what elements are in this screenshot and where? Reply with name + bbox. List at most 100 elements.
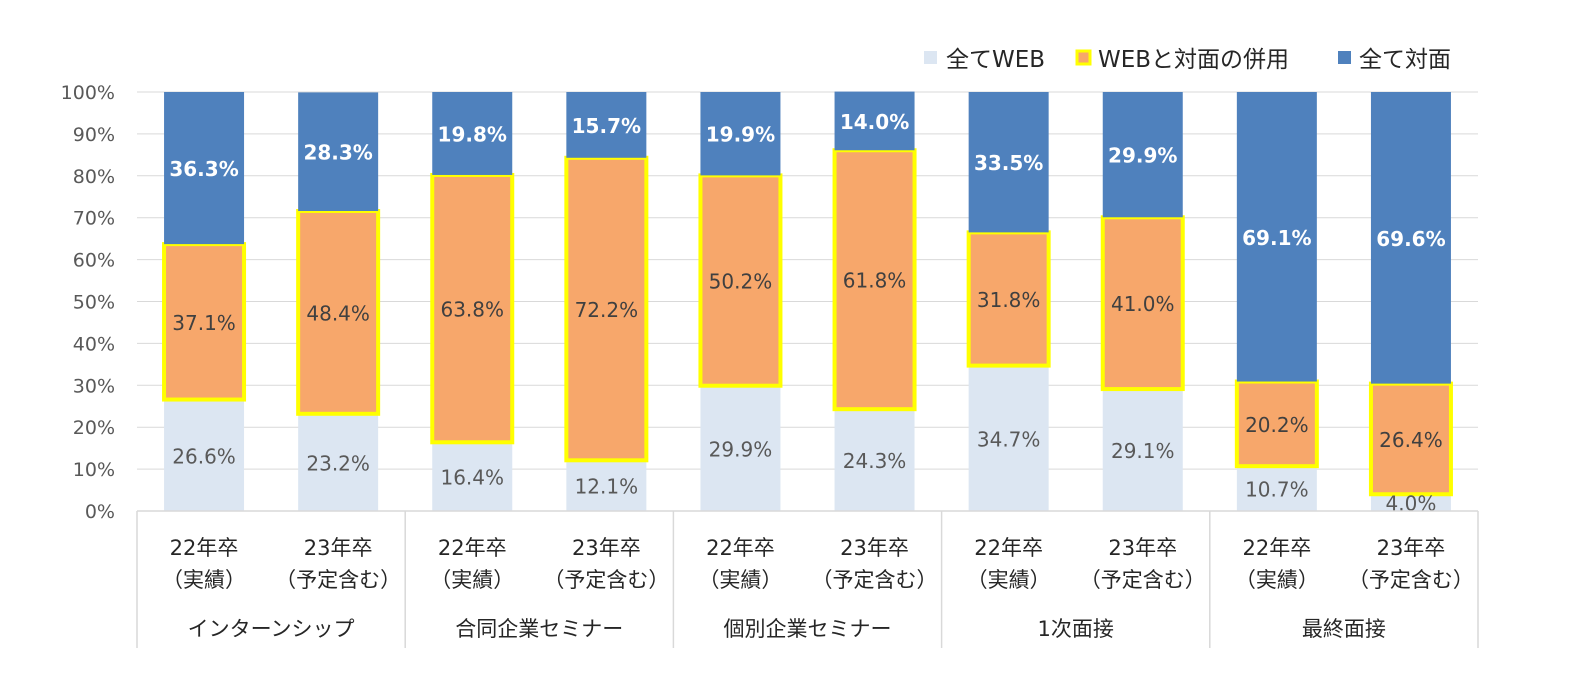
y-tick-label: 70% <box>73 208 115 230</box>
y-tick-label: 0% <box>85 501 115 523</box>
bar-segment-1 <box>1236 466 1317 511</box>
data-label: 12.1% <box>575 475 639 499</box>
data-label: 61.8% <box>843 269 907 293</box>
bar-segment-3 <box>834 91 915 151</box>
data-label: 72.2% <box>575 298 639 322</box>
bar-segment-3 <box>566 92 647 158</box>
data-label: 20.2% <box>1245 413 1309 437</box>
data-label: 29.9% <box>709 437 773 461</box>
group-label: 合同企業セミナー <box>455 617 623 641</box>
data-label: 29.1% <box>1111 439 1175 463</box>
data-label: 19.8% <box>438 122 507 146</box>
bars-layer <box>162 91 1453 511</box>
legend-label: WEBと対面の併用 <box>1098 47 1289 73</box>
y-tick-label: 100% <box>61 82 115 104</box>
y-tick-label: 50% <box>73 292 115 314</box>
x-tick-label-note: （実績） <box>162 568 246 592</box>
data-label: 69.6% <box>1376 227 1445 251</box>
axis-layer: 0% 10% 20% 30% 40% 50% 60% 70% 80% 90% 100% 22年卒 （実績… <box>61 82 1479 648</box>
data-label: 14.0% <box>840 110 909 134</box>
data-label: 23.2% <box>306 451 370 475</box>
data-label: 26.4% <box>1379 428 1443 452</box>
data-label: 24.3% <box>843 449 907 473</box>
x-tick-label-year: 22年卒 <box>438 536 507 560</box>
y-tick-label: 80% <box>73 166 115 188</box>
bar-segment-1 <box>164 399 245 511</box>
bar-segment-2 <box>1368 381 1453 497</box>
data-label: 28.3% <box>303 141 372 165</box>
legend-label: 全て対面 <box>1359 47 1451 73</box>
x-tick-label-year: 22年卒 <box>706 536 775 560</box>
bar-segment-2 <box>162 242 247 402</box>
bar-segment-3 <box>1236 92 1317 382</box>
group-label: 個別企業セミナー <box>724 617 892 641</box>
x-tick-label-year: 23年卒 <box>304 536 373 560</box>
data-label: 63.8% <box>440 298 504 322</box>
x-tick-label-note: （予定含む） <box>275 568 401 592</box>
data-label: 37.1% <box>172 311 236 335</box>
x-tick-label-note: （予定含む） <box>543 568 669 592</box>
x-tick-label-note: （実績） <box>967 568 1051 592</box>
group-label: 1次面接 <box>1038 617 1114 641</box>
y-tick-label: 60% <box>73 250 115 272</box>
bar-segment-1 <box>1370 494 1451 511</box>
data-label: 36.3% <box>169 157 238 181</box>
x-tick-label-year: 22年卒 <box>170 536 239 560</box>
x-tick-label-note: （予定含む） <box>1348 568 1474 592</box>
data-label: 15.7% <box>572 114 641 138</box>
y-tick-label: 10% <box>73 459 115 481</box>
data-label: 48.4% <box>306 301 370 325</box>
data-label: 4.0% <box>1386 492 1437 516</box>
bar-segment-2 <box>1100 215 1185 392</box>
x-tick-label-note: （予定含む） <box>1080 568 1206 592</box>
bar-segment-3 <box>298 92 379 211</box>
data-label: 19.9% <box>706 123 775 147</box>
x-tick-label-year: 22年卒 <box>974 536 1043 560</box>
x-tick-label-note: （予定含む） <box>812 568 938 592</box>
bar-segment-1 <box>298 413 379 511</box>
data-label: 31.8% <box>977 288 1041 312</box>
y-tick-label: 30% <box>73 375 115 397</box>
bar-segment-1 <box>700 385 781 511</box>
bar-segment-1 <box>968 365 1049 511</box>
bar-segment-1 <box>1102 389 1183 511</box>
data-label: 29.9% <box>1108 144 1177 168</box>
data-label: 50.2% <box>709 270 773 294</box>
data-label: 16.4% <box>440 466 504 490</box>
bar-segment-2 <box>966 230 1051 368</box>
x-tick-label-note: （実績） <box>430 568 514 592</box>
bar-segment-3 <box>700 92 781 176</box>
data-label: 10.7% <box>1245 478 1309 502</box>
bar-segment-3 <box>1102 92 1183 218</box>
legend-swatch <box>1338 51 1351 64</box>
bar-segment-3 <box>1370 92 1451 384</box>
x-tick-label-note: （実績） <box>698 568 782 592</box>
data-label: 26.6% <box>172 444 236 468</box>
group-label: 最終面接 <box>1302 617 1386 641</box>
legend-swatch <box>1075 49 1092 66</box>
bar-segment-1 <box>566 460 647 511</box>
bar-segment-2 <box>1234 379 1319 469</box>
y-tick-label: 90% <box>73 124 115 146</box>
x-tick-label-year: 23年卒 <box>572 536 641 560</box>
bar-segment-2 <box>564 155 649 463</box>
bar-segment-3 <box>968 92 1049 233</box>
y-tick-label: 40% <box>73 333 115 355</box>
x-tick-label-year: 23年卒 <box>1377 536 1446 560</box>
bar-segment-3 <box>164 92 245 245</box>
bar-segment-2 <box>296 208 381 416</box>
bar-segment-1 <box>834 409 915 511</box>
x-tick-label-year: 23年卒 <box>1108 536 1177 560</box>
legend-label: 全てWEB <box>946 47 1045 73</box>
data-labels-layer: 26.6% 23.2% 16.4% 12.1% 29.9% 24.3% 34.7% 29.1%… <box>169 110 1445 516</box>
bar-segment-2 <box>698 173 783 388</box>
data-label: 41.0% <box>1111 292 1175 316</box>
x-tick-label-year: 22年卒 <box>1242 536 1311 560</box>
group-label: インターンシップ <box>188 617 355 641</box>
x-tick-label-note: （実績） <box>1235 568 1319 592</box>
bar-segment-3 <box>432 92 513 175</box>
y-tick-label: 20% <box>73 417 115 439</box>
data-label: 34.7% <box>977 427 1041 451</box>
legend: 全てWEB WEBと対面の併用 全て対面 <box>924 47 1451 73</box>
